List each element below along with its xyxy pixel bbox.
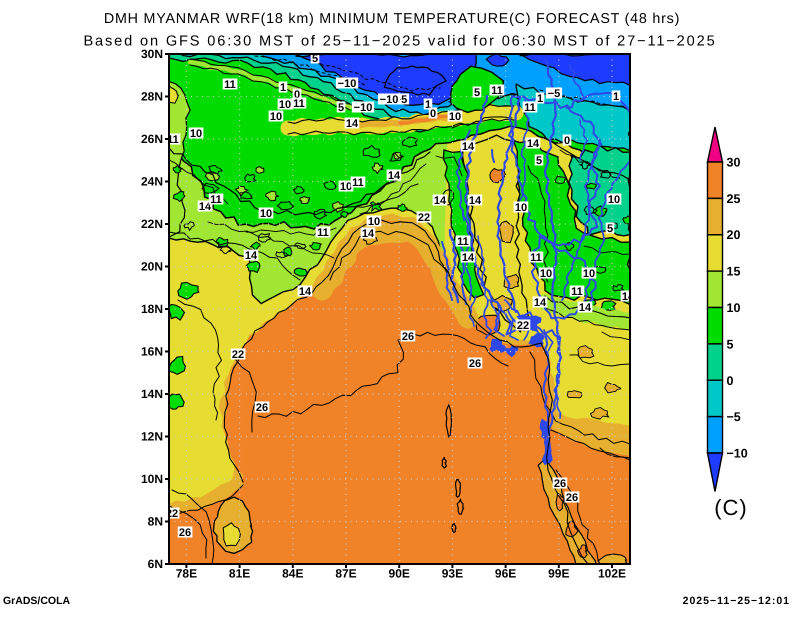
svg-text:11: 11 (167, 134, 179, 146)
svg-text:22: 22 (166, 508, 178, 520)
svg-text:99E: 99E (548, 567, 569, 581)
svg-text:30N: 30N (141, 47, 163, 61)
svg-text:0: 0 (564, 135, 570, 147)
svg-text:20: 20 (727, 228, 741, 242)
svg-text:14: 14 (579, 302, 592, 314)
svg-text:5: 5 (338, 102, 344, 114)
svg-text:−10: −10 (338, 78, 357, 90)
svg-text:26: 26 (469, 358, 481, 370)
svg-text:90E: 90E (389, 567, 410, 581)
svg-text:11: 11 (224, 79, 236, 91)
svg-text:DMH MYANMAR WRF(18 km) MINIMUM: DMH MYANMAR WRF(18 km) MINIMUM TEMPERATU… (104, 11, 680, 27)
svg-text:11: 11 (352, 177, 364, 189)
svg-text:14: 14 (299, 286, 312, 298)
svg-text:14: 14 (462, 141, 475, 153)
svg-text:10: 10 (727, 301, 741, 315)
svg-text:5: 5 (536, 155, 542, 167)
svg-text:5: 5 (727, 337, 734, 351)
svg-text:−5: −5 (727, 410, 741, 424)
svg-text:20N: 20N (141, 260, 163, 274)
svg-text:102E: 102E (598, 567, 626, 581)
svg-text:−10: −10 (727, 447, 748, 461)
svg-text:84E: 84E (282, 567, 303, 581)
svg-text:11: 11 (524, 102, 536, 114)
svg-text:22N: 22N (141, 217, 163, 231)
svg-text:81E: 81E (229, 567, 250, 581)
svg-text:1: 1 (537, 93, 543, 105)
svg-text:10: 10 (583, 268, 595, 280)
svg-text:Based on GFS 06:30 MST of 25−1: Based on GFS 06:30 MST of 25−11−2025 val… (83, 34, 716, 50)
svg-text:11: 11 (491, 85, 503, 97)
svg-text:93E: 93E (442, 567, 463, 581)
svg-text:8N: 8N (148, 515, 163, 529)
svg-text:−10: −10 (354, 102, 373, 114)
svg-text:11: 11 (210, 194, 222, 206)
svg-text:10: 10 (279, 99, 291, 111)
svg-text:11: 11 (293, 98, 305, 110)
svg-text:14: 14 (346, 118, 359, 130)
svg-text:96E: 96E (495, 567, 516, 581)
svg-text:GrADS/COLA: GrADS/COLA (3, 595, 71, 607)
svg-text:28N: 28N (141, 90, 163, 104)
svg-text:22: 22 (232, 349, 244, 361)
svg-text:14: 14 (527, 138, 540, 150)
svg-text:0: 0 (430, 108, 436, 120)
svg-text:14: 14 (388, 170, 401, 182)
svg-text:26: 26 (554, 478, 566, 490)
svg-text:1: 1 (613, 91, 619, 103)
svg-text:26: 26 (179, 527, 191, 539)
svg-text:15: 15 (727, 265, 741, 279)
svg-text:18N: 18N (141, 302, 163, 316)
svg-text:10: 10 (540, 268, 552, 280)
svg-text:−5: −5 (548, 88, 561, 100)
svg-text:14: 14 (622, 291, 635, 303)
svg-text:5: 5 (607, 223, 613, 235)
svg-text:14N: 14N (141, 387, 163, 401)
svg-text:22: 22 (517, 320, 529, 332)
svg-text:22: 22 (418, 212, 430, 224)
svg-text:16N: 16N (141, 345, 163, 359)
svg-text:10: 10 (449, 111, 461, 123)
svg-text:6N: 6N (148, 557, 163, 571)
svg-text:10: 10 (260, 208, 272, 220)
svg-text:5: 5 (312, 53, 318, 65)
svg-text:14: 14 (462, 252, 475, 264)
svg-text:1: 1 (280, 82, 286, 94)
svg-text:26: 26 (256, 402, 268, 414)
svg-text:78E: 78E (176, 567, 197, 581)
svg-text:24N: 24N (141, 175, 163, 189)
svg-text:10N: 10N (141, 472, 163, 486)
svg-text:14: 14 (245, 250, 258, 262)
svg-text:−10: −10 (380, 94, 399, 106)
svg-text:(C): (C) (714, 495, 748, 520)
svg-text:14: 14 (469, 195, 482, 207)
svg-text:12N: 12N (141, 430, 163, 444)
svg-text:10: 10 (340, 181, 352, 193)
svg-text:26: 26 (566, 492, 578, 504)
svg-text:14: 14 (362, 228, 375, 240)
svg-text:10: 10 (270, 111, 282, 123)
svg-text:26: 26 (402, 331, 414, 343)
svg-text:5: 5 (474, 87, 480, 99)
svg-text:10: 10 (608, 194, 620, 206)
svg-text:10: 10 (515, 202, 527, 214)
svg-text:10: 10 (368, 216, 380, 228)
svg-text:11: 11 (530, 252, 542, 264)
svg-text:0: 0 (727, 374, 734, 388)
svg-text:0: 0 (294, 89, 300, 101)
svg-text:25: 25 (727, 192, 741, 206)
svg-text:11: 11 (571, 286, 583, 298)
svg-text:14: 14 (434, 195, 447, 207)
svg-text:87E: 87E (335, 567, 356, 581)
svg-text:2025−11−25−12:01: 2025−11−25−12:01 (683, 595, 790, 607)
svg-text:11: 11 (317, 227, 329, 239)
svg-text:1: 1 (425, 99, 431, 111)
svg-text:30: 30 (727, 156, 741, 170)
svg-text:10: 10 (190, 128, 202, 140)
svg-text:14: 14 (534, 297, 547, 309)
svg-text:11: 11 (457, 236, 469, 248)
svg-text:26N: 26N (141, 132, 163, 146)
